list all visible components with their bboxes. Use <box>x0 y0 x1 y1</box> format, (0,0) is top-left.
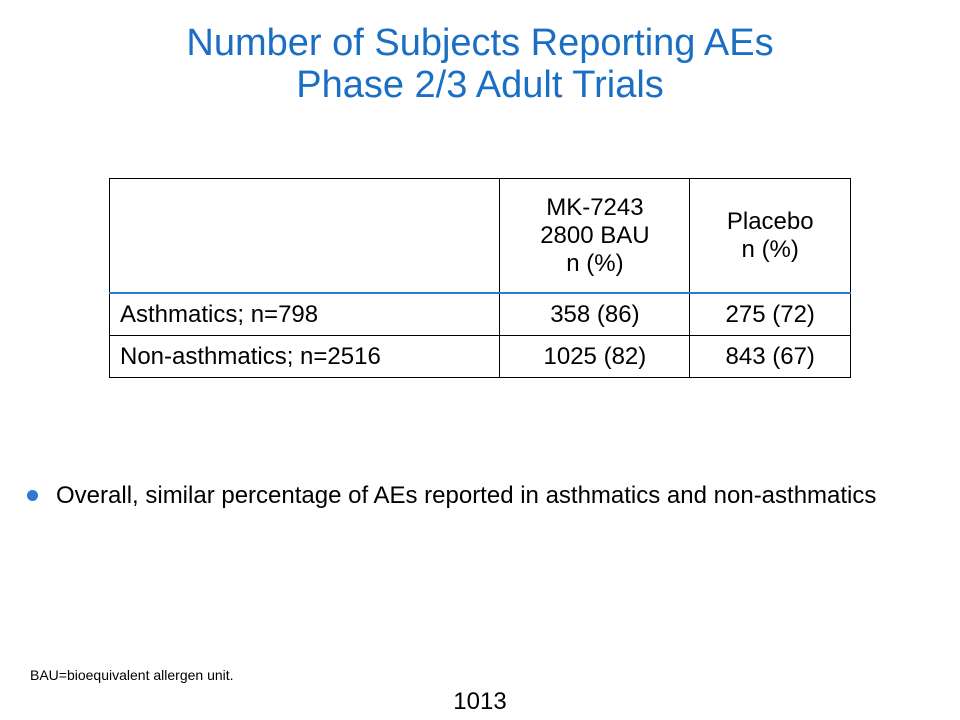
header-mk7243-line-2: 2800 BAU <box>540 221 650 249</box>
header-mk7243-line-1: MK-7243 <box>546 193 644 221</box>
cell-non-asthmatics-placebo: 843 (67) <box>689 335 851 378</box>
slide-title-line-2: Phase 2/3 Adult Trials <box>296 64 664 106</box>
header-placebo-line-1: Placebo <box>726 207 814 235</box>
cell-non-asthmatics-mk7243: 1025 (82) <box>499 335 691 378</box>
slide-title-line-1: Number of Subjects Reporting AEs <box>186 22 774 64</box>
table-row: Non-asthmatics; n=2516 1025 (82) 843 (67… <box>108 335 851 378</box>
header-mk7243-line-3: n (%) <box>566 249 624 277</box>
table-row: Asthmatics; n=798 358 (86) 275 (72) <box>108 292 851 336</box>
header-empty-cell <box>108 178 501 294</box>
page-number: 1013 <box>453 688 507 715</box>
adverse-events-table: MK-7243 2800 BAU n (%) Placebo n (%) Ast… <box>108 178 851 378</box>
bullet-text: Overall, similar percentage of AEs repor… <box>56 482 877 509</box>
header-placebo-line-2: n (%) <box>741 235 799 263</box>
header-mk7243: MK-7243 2800 BAU n (%) <box>499 178 691 294</box>
header-placebo: Placebo n (%) <box>689 178 851 294</box>
bullet-dot-icon <box>27 490 38 501</box>
footnote: BAU=bioequivalent allergen unit. <box>30 667 234 683</box>
cell-asthmatics-placebo: 275 (72) <box>689 292 851 336</box>
table-header-row: MK-7243 2800 BAU n (%) Placebo n (%) <box>108 178 851 294</box>
row-label-asthmatics: Asthmatics; n=798 <box>108 292 501 336</box>
row-label-non-asthmatics: Non-asthmatics; n=2516 <box>108 335 501 378</box>
slide-title: Number of Subjects Reporting AEs Phase 2… <box>0 22 960 106</box>
cell-asthmatics-mk7243: 358 (86) <box>499 292 691 336</box>
